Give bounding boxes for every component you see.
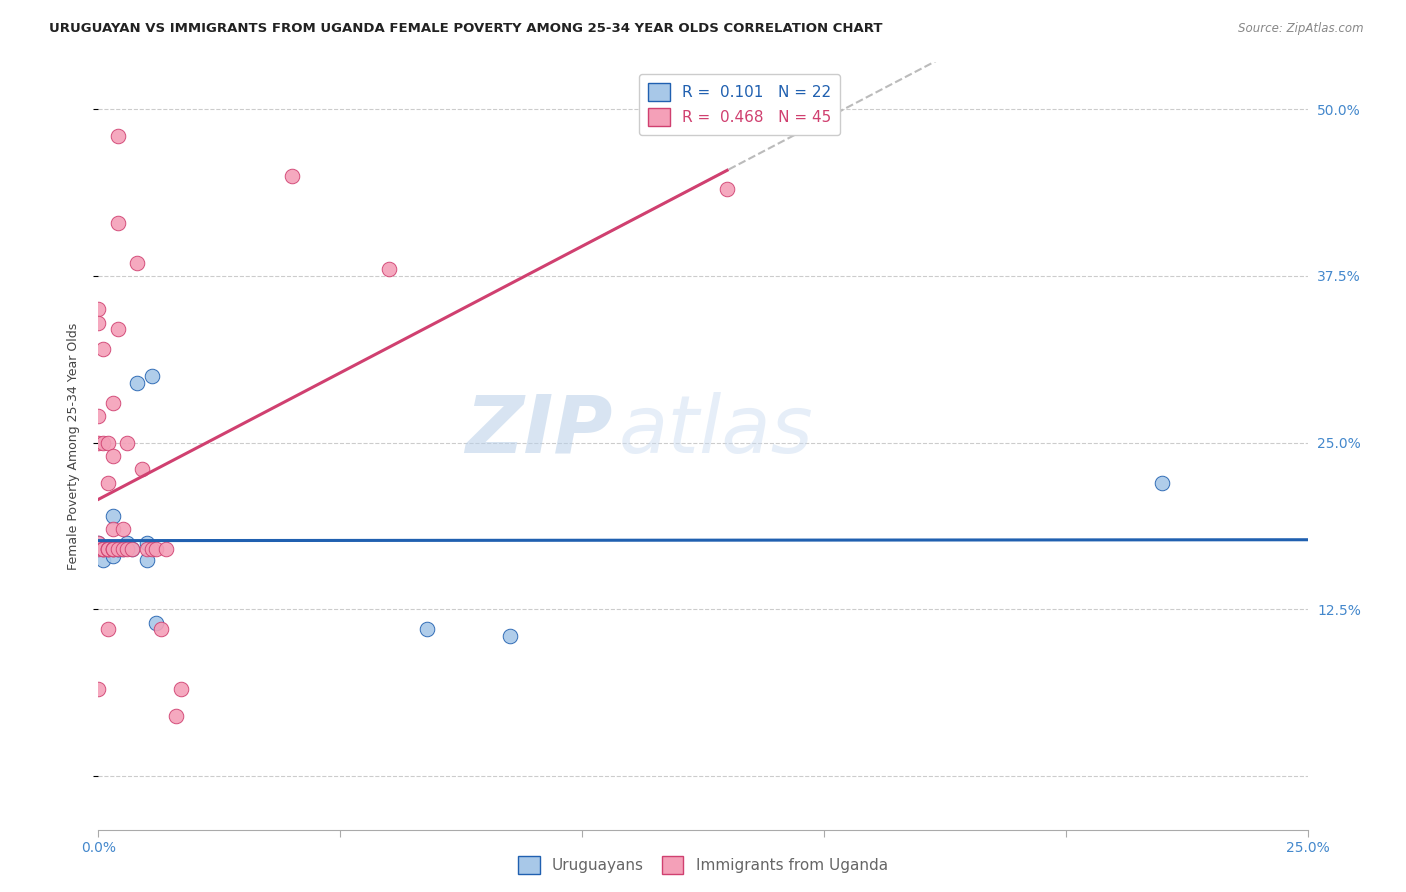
Point xyxy=(87,409,110,423)
Point xyxy=(91,553,114,567)
Point xyxy=(101,509,124,524)
Point xyxy=(111,522,134,536)
Point xyxy=(101,395,124,409)
Point xyxy=(107,542,129,557)
Point xyxy=(127,255,149,269)
Text: URUGUAYAN VS IMMIGRANTS FROM UGANDA FEMALE POVERTY AMONG 25-34 YEAR OLDS CORRELA: URUGUAYAN VS IMMIGRANTS FROM UGANDA FEMA… xyxy=(49,22,883,36)
Point xyxy=(135,535,157,549)
Point xyxy=(87,302,110,317)
Y-axis label: Female Poverty Among 25-34 Year Olds: Female Poverty Among 25-34 Year Olds xyxy=(67,322,80,570)
Point xyxy=(117,535,139,549)
Point xyxy=(87,542,110,557)
Point xyxy=(141,542,163,557)
Text: Source: ZipAtlas.com: Source: ZipAtlas.com xyxy=(1239,22,1364,36)
Point xyxy=(97,623,120,637)
Legend: R =  0.101   N = 22, R =  0.468   N = 45: R = 0.101 N = 22, R = 0.468 N = 45 xyxy=(640,74,841,136)
Point xyxy=(498,629,520,643)
Point xyxy=(107,322,129,336)
Point xyxy=(91,542,114,557)
Point xyxy=(101,542,124,557)
Point xyxy=(377,262,399,277)
Point xyxy=(87,316,110,330)
Point xyxy=(135,542,157,557)
Point xyxy=(91,435,114,450)
Point xyxy=(416,623,439,637)
Point xyxy=(91,343,114,357)
Point xyxy=(135,553,157,567)
Point xyxy=(97,542,120,557)
Point xyxy=(111,542,134,557)
Point xyxy=(91,542,114,557)
Point xyxy=(91,542,114,557)
Point xyxy=(87,542,110,557)
Point xyxy=(101,542,124,557)
Point xyxy=(169,682,191,697)
Point xyxy=(87,535,110,549)
Point xyxy=(281,169,304,183)
Point xyxy=(107,215,129,229)
Point xyxy=(1152,475,1174,490)
Point xyxy=(97,540,120,554)
Point xyxy=(117,542,139,557)
Point xyxy=(145,615,167,630)
Point xyxy=(97,542,120,557)
Point xyxy=(150,623,173,637)
Legend: Uruguayans, Immigrants from Uganda: Uruguayans, Immigrants from Uganda xyxy=(512,850,894,880)
Point xyxy=(121,542,143,557)
Point xyxy=(87,535,110,549)
Point xyxy=(131,462,153,476)
Point xyxy=(97,542,120,557)
Point xyxy=(117,435,139,450)
Point xyxy=(101,522,124,536)
Text: atlas: atlas xyxy=(619,392,813,470)
Point xyxy=(87,682,110,697)
Point xyxy=(87,435,110,450)
Point xyxy=(101,542,124,557)
Point xyxy=(101,542,124,557)
Point xyxy=(145,542,167,557)
Point xyxy=(121,542,143,557)
Point xyxy=(97,475,120,490)
Point xyxy=(716,182,738,196)
Point xyxy=(107,542,129,557)
Point xyxy=(127,376,149,390)
Point xyxy=(155,542,177,557)
Point xyxy=(97,435,120,450)
Point xyxy=(107,542,129,557)
Point xyxy=(91,542,114,557)
Point xyxy=(111,542,134,557)
Point xyxy=(101,549,124,563)
Point xyxy=(97,542,120,557)
Point xyxy=(165,709,187,723)
Point xyxy=(141,368,163,383)
Point xyxy=(107,128,129,143)
Point xyxy=(101,449,124,463)
Text: ZIP: ZIP xyxy=(465,392,613,470)
